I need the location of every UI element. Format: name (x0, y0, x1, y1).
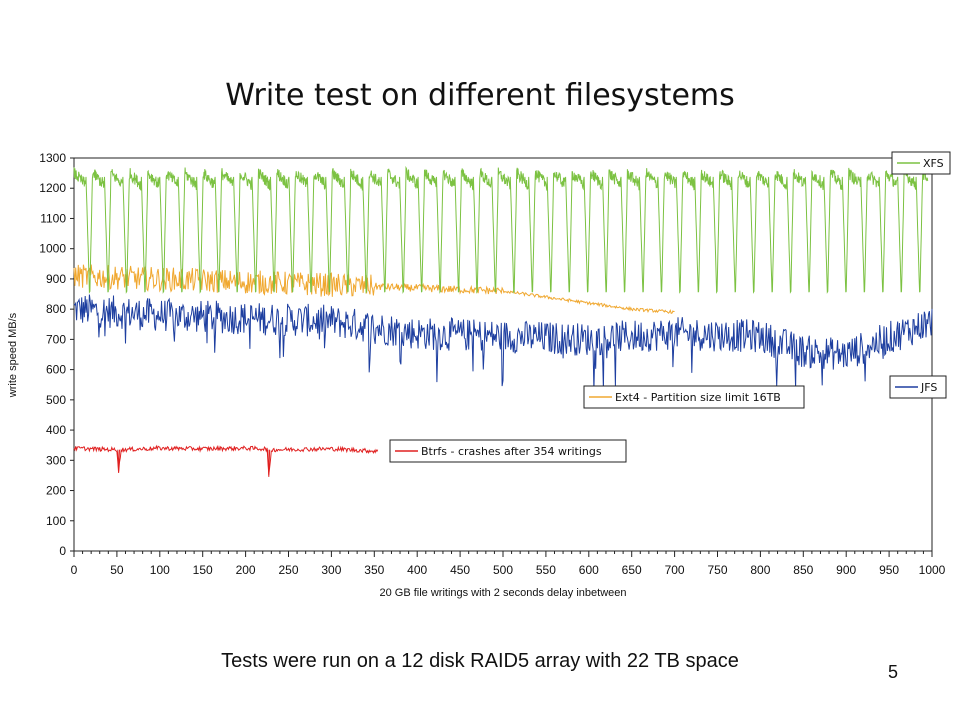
x-tick-label: 400 (407, 563, 427, 577)
x-tick-label: 850 (793, 563, 813, 577)
y-tick-label: 1000 (39, 242, 66, 256)
x-tick-label: 550 (536, 563, 556, 577)
x-tick-label: 350 (364, 563, 384, 577)
legend-box (891, 151, 951, 175)
series-btrfs-spike (267, 449, 271, 477)
series-btrfs-spike (117, 449, 120, 471)
page-number: 5 (887, 662, 898, 682)
y-tick-label: 400 (46, 423, 66, 437)
y-tick-label: 1200 (39, 181, 66, 195)
legend-box (389, 439, 627, 463)
x-tick-label: 200 (236, 563, 256, 577)
y-axis-label: write speed MB/s (7, 312, 19, 398)
y-tick-label: 700 (46, 332, 66, 346)
x-tick-label: 450 (450, 563, 470, 577)
y-tick-label: 600 (46, 363, 66, 377)
x-tick-label: 0 (71, 563, 78, 577)
series-btrfs-line (73, 444, 379, 475)
x-tick-label: 50 (110, 563, 124, 577)
x-tick-label: 700 (665, 563, 685, 577)
x-tick-label: 100 (150, 563, 170, 577)
series-jfs-line (73, 294, 933, 391)
legend-box (583, 385, 805, 409)
y-tick-label: 500 (46, 393, 66, 407)
y-tick-label: 100 (46, 514, 66, 528)
y-tick-label: 300 (46, 453, 66, 467)
x-tick-label: 650 (622, 563, 642, 577)
y-tick-label: 1300 (39, 151, 66, 165)
chart-axes: 0100200300400500600700800900100011001200… (39, 151, 945, 577)
chart-series (73, 165, 933, 477)
y-tick-label: 800 (46, 302, 66, 316)
y-tick-label: 1100 (40, 211, 66, 225)
legend-label: Ext4 - Partition size limit 16TB (615, 391, 781, 404)
x-tick-label: 1000 (919, 563, 946, 577)
x-tick-label: 750 (707, 563, 727, 577)
legend-jfs: JFS (889, 375, 947, 399)
series-xfs-line (73, 165, 929, 294)
legend-label: JFS (920, 381, 937, 394)
y-tick-label: 0 (59, 544, 66, 558)
x-axis-label: 20 GB file writings with 2 seconds delay… (379, 587, 626, 599)
legend-xfs: XFS (891, 151, 951, 175)
x-tick-label: 300 (321, 563, 341, 577)
x-tick-label: 900 (836, 563, 856, 577)
legend-btrfs: Btrfs - crashes after 354 writings (389, 439, 627, 463)
y-tick-label: 200 (46, 484, 66, 498)
x-tick-label: 150 (193, 563, 213, 577)
series-ext4-line (73, 264, 675, 315)
slide-caption: Tests were run on a 12 disk RAID5 array … (221, 650, 739, 672)
x-tick-label: 250 (278, 563, 298, 577)
x-tick-label: 500 (493, 563, 513, 577)
x-tick-label: 600 (579, 563, 599, 577)
legend-label: Btrfs - crashes after 354 writings (421, 445, 602, 458)
legend-label: XFS (923, 157, 944, 170)
legend-ext4: Ext4 - Partition size limit 16TB (583, 385, 805, 409)
y-tick-label: 900 (46, 272, 66, 286)
chart-legends: XFS JFS Ext4 - Partition size limit 16TB Bt… (389, 151, 951, 463)
slide-title: Write test on different filesystems (225, 78, 735, 113)
x-tick-label: 800 (750, 563, 770, 577)
x-tick-label: 950 (879, 563, 899, 577)
